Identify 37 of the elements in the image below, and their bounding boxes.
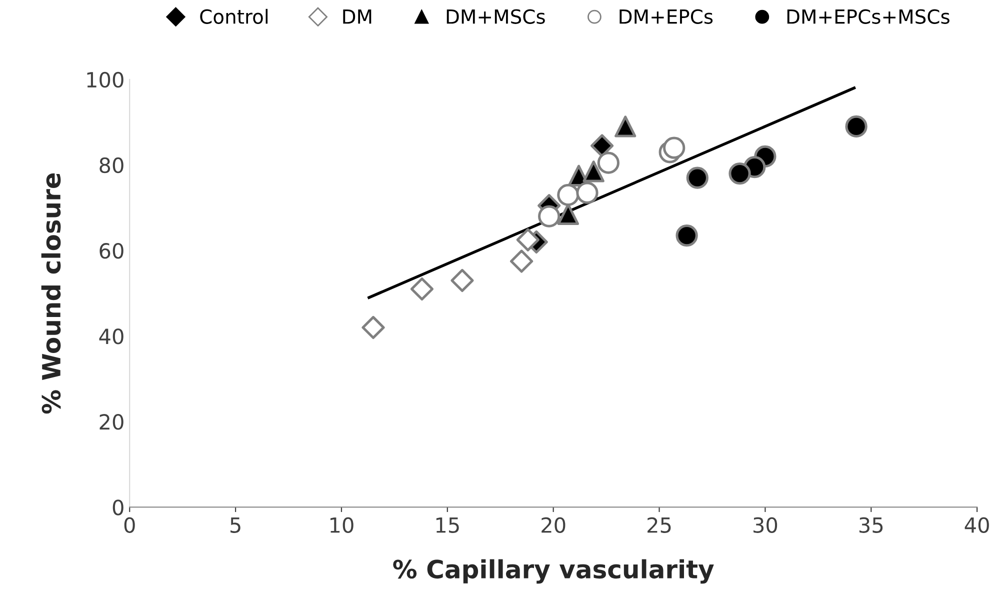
point	[590, 134, 614, 158]
point	[676, 224, 698, 247]
point	[728, 162, 751, 185]
x-tick-label: 0	[124, 517, 135, 533]
y-tick-label: 60	[100, 242, 124, 259]
point	[663, 136, 686, 159]
legend-label: DM+EPCs+MSCs	[787, 9, 950, 24]
x-tick-label: 35	[859, 517, 883, 533]
y-tick-label: 0	[112, 500, 124, 516]
x-tick-label: 10	[330, 517, 354, 533]
legend-label: DM+MSCs	[446, 9, 545, 24]
point	[362, 316, 385, 340]
point	[510, 250, 534, 273]
point	[582, 160, 604, 182]
point	[845, 115, 868, 138]
point	[686, 166, 708, 189]
x-axis-title: % Capillary vascularity	[393, 559, 714, 584]
y-tick-label: 80	[100, 157, 124, 174]
point	[597, 152, 620, 174]
x-tick-label: 40	[964, 517, 989, 533]
y-axis-title: % Wound closure	[41, 173, 61, 414]
legend-label: Control	[200, 8, 268, 24]
y-tick-label: 40	[99, 328, 124, 344]
point	[538, 205, 560, 228]
x-tick-label: 20	[542, 517, 566, 533]
point	[450, 268, 474, 292]
legend-label: DM	[343, 9, 372, 24]
legend-label: DM+EPCs	[620, 9, 713, 24]
x-tick-label: 5	[230, 517, 240, 533]
point	[516, 228, 540, 252]
y-tick-label: 100	[87, 72, 124, 88]
x-tick-label: 25	[648, 517, 671, 533]
point	[410, 277, 434, 301]
x-tick-label: 30	[754, 517, 778, 533]
y-tick-label: 20	[100, 414, 124, 430]
point	[614, 116, 636, 138]
x-tick-label: 15	[436, 517, 459, 533]
